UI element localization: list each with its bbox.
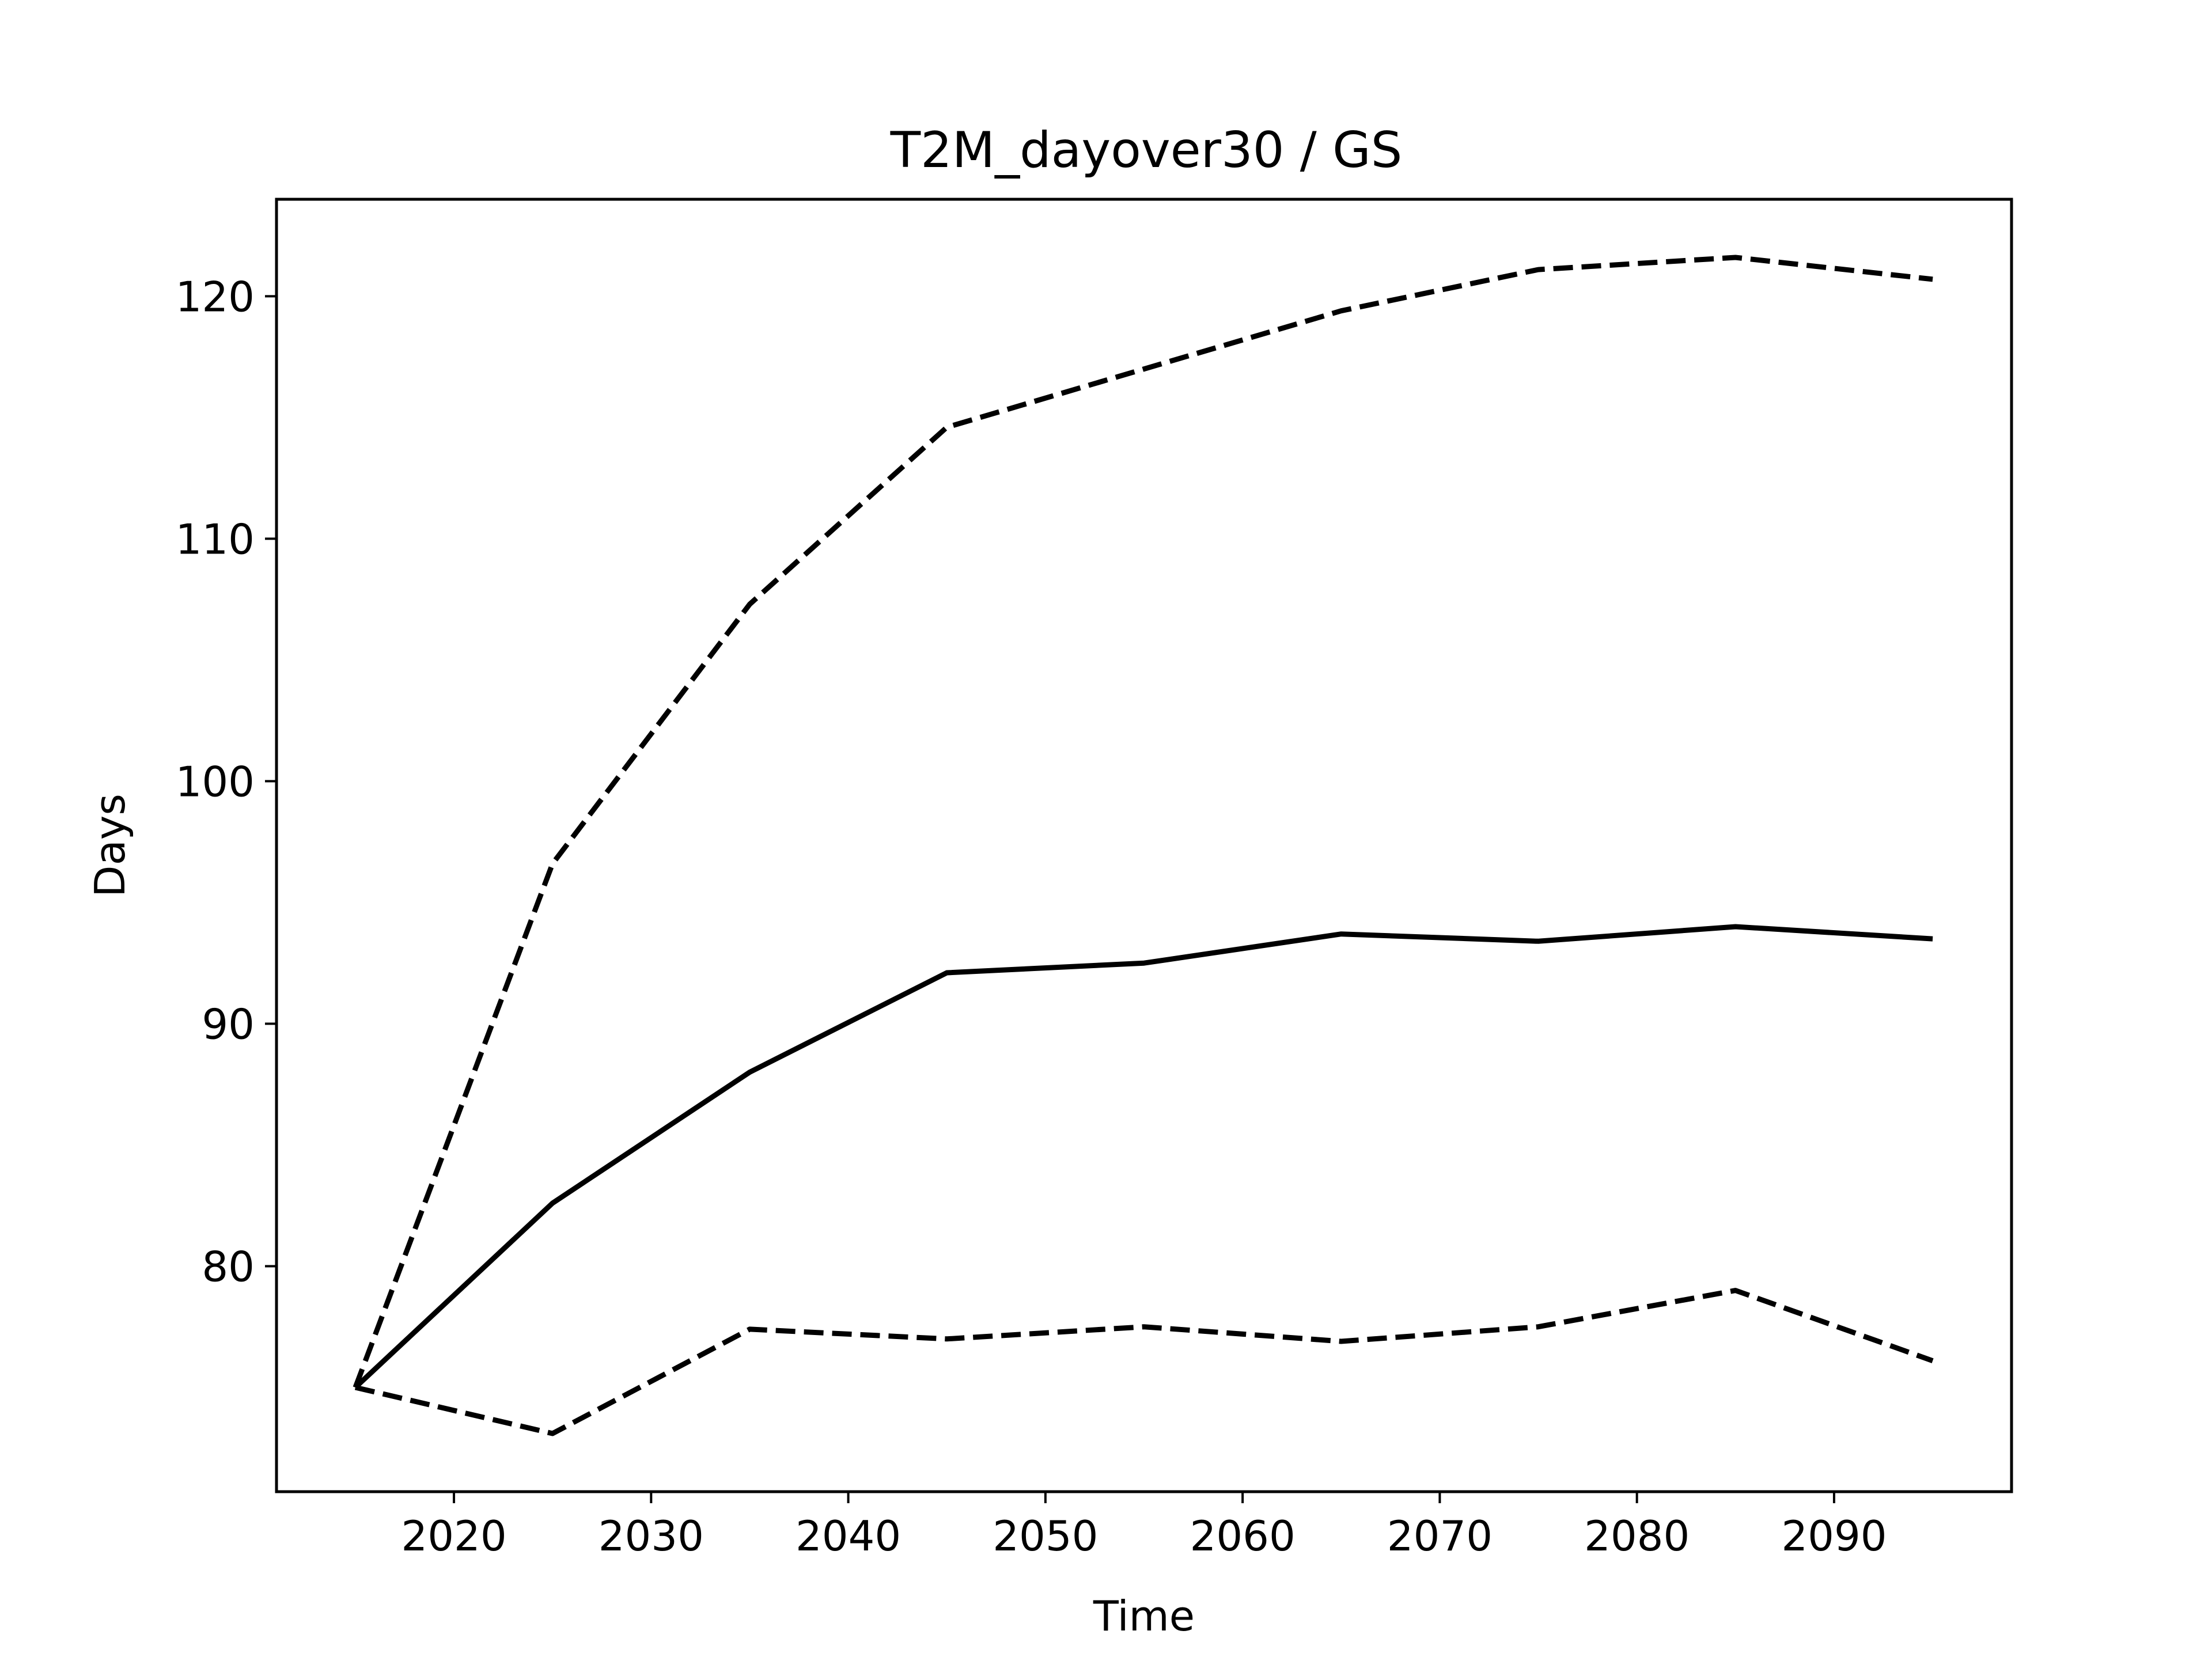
x-axis: 2020 2030 2040 2050 2060 2070 2080 2090 bbox=[401, 1492, 1887, 1560]
series-line-3 bbox=[354, 1288, 1934, 1436]
series-line-1 bbox=[353, 924, 1933, 1390]
x-tick-label: 2030 bbox=[599, 1512, 704, 1560]
x-axis-label: Time bbox=[1093, 1592, 1195, 1640]
x-tick-label: 2080 bbox=[1584, 1512, 1690, 1560]
series-layer bbox=[353, 255, 1934, 1436]
y-axis: 80 90 100 110 120 bbox=[176, 272, 276, 1291]
y-tick-label: 110 bbox=[176, 515, 255, 563]
series-line-2 bbox=[353, 255, 1933, 1389]
chart-title: T2M_dayover30 / GS bbox=[890, 122, 1403, 179]
y-tick-label: 100 bbox=[176, 757, 255, 806]
y-axis-label: Days bbox=[86, 794, 134, 897]
plot-area-frame bbox=[275, 198, 2013, 1493]
y-tick-label: 80 bbox=[202, 1242, 255, 1291]
x-tick-label: 2090 bbox=[1781, 1512, 1887, 1560]
x-tick-label: 2020 bbox=[401, 1512, 506, 1560]
x-tick-label: 2040 bbox=[796, 1512, 901, 1560]
y-tick-label: 90 bbox=[202, 1000, 255, 1048]
x-tick-label: 2070 bbox=[1387, 1512, 1493, 1560]
x-tick-label: 2050 bbox=[993, 1512, 1098, 1560]
y-tick-label: 120 bbox=[176, 272, 255, 321]
x-tick-label: 2060 bbox=[1190, 1512, 1296, 1560]
